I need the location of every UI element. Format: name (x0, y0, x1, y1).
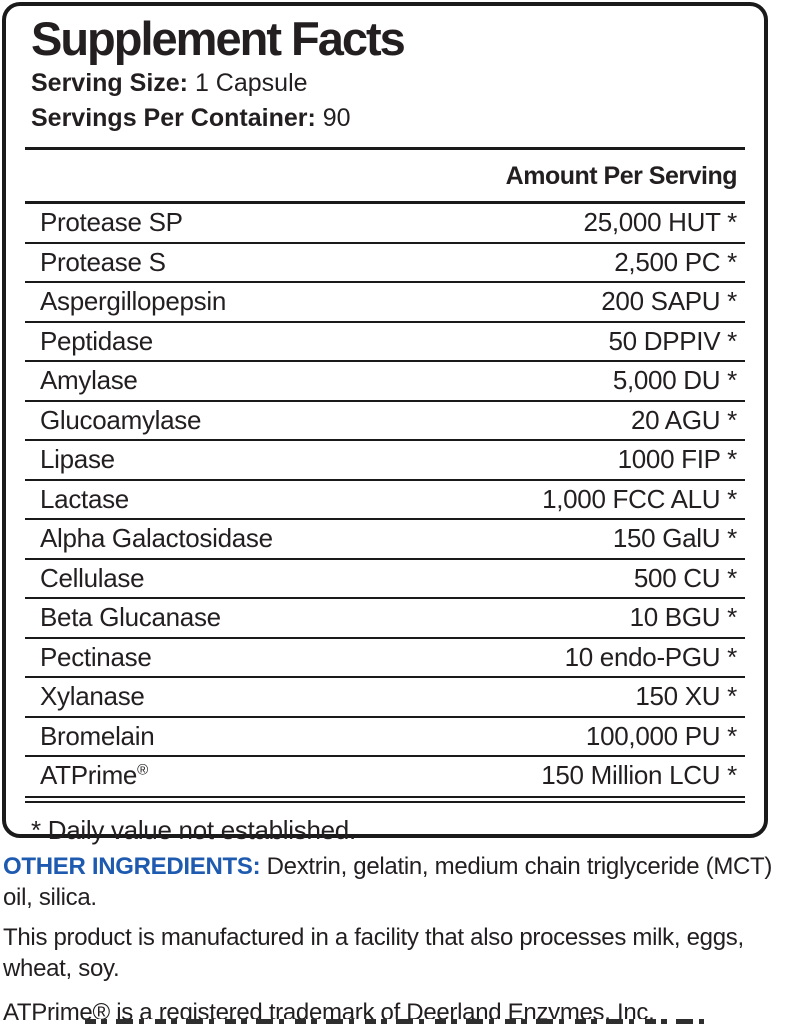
serving-size-label: Serving Size: (31, 69, 188, 97)
ingredient-amount: 50 DPPIV * (608, 325, 737, 356)
ingredient-amount: 10 BGU * (629, 602, 738, 632)
allergen-statement: This product is manufactured in a facili… (3, 924, 744, 982)
label-footer-text: OTHER INGREDIENTS: Dextrin, gelatin, med… (3, 851, 787, 1024)
table-row: Beta Glucanase 10 BGU * (25, 599, 745, 639)
table-row: Lactase 1,000 FCC ALU * (25, 481, 745, 520)
table-row: Pectinase 10 endo-PGU * (25, 639, 745, 678)
servings-per-container-label: Servings Per Container: (31, 104, 316, 132)
ingredient-name: Bromelain (40, 720, 155, 751)
ingredient-amount: 2,500 PC * (614, 246, 737, 277)
table-row: Bromelain 100,000 PU * (25, 718, 745, 757)
ingredient-amount: 1000 FIP * (617, 444, 738, 474)
table-row: Protease S 2,500 PC * (25, 244, 745, 283)
table-row: Alpha Galactosidase 150 GalU * (25, 520, 745, 560)
supplement-facts-panel: Supplement Facts Serving Size: 1 Capsule… (2, 2, 768, 845)
ingredient-amount: 5,000 DU * (612, 365, 737, 395)
ingredient-amount: 10 endo-PGU * (564, 641, 738, 672)
table-row: Xylanase 150 XU * (25, 678, 745, 718)
ingredient-name: Beta Glucanase (40, 602, 221, 632)
table-row: Glucoamylase 20 AGU * (25, 402, 745, 441)
ingredient-name: ATPrime® (40, 760, 148, 790)
ingredient-amount: 25,000 HUT * (583, 207, 738, 237)
other-ingredients-label: OTHER INGREDIENTS: (3, 853, 261, 880)
ingredient-name: Pectinase (40, 641, 152, 672)
ingredient-amount: 150 Million LCU * (541, 760, 737, 790)
table-row: Amylase 5,000 DU * (25, 362, 745, 402)
other-ingredients-paragraph: OTHER INGREDIENTS: Dextrin, gelatin, med… (3, 851, 787, 913)
ingredient-name: Lactase (40, 483, 129, 514)
amount-per-serving-header: Amount Per Serving (505, 162, 738, 190)
table-row: Protease SP 25,000 HUT * (25, 204, 745, 244)
panel-title: Supplement Facts (31, 12, 406, 65)
daily-value-footnote: * Daily value not established. (31, 814, 356, 845)
ingredient-name: Glucoamylase (40, 404, 202, 435)
ingredient-amount: 150 XU * (635, 681, 737, 711)
ingredient-name: Cellulase (40, 562, 145, 593)
double-divider (25, 795, 745, 803)
ingredient-amount: 1,000 FCC ALU * (542, 483, 737, 514)
ingredient-name: Aspergillopepsin (40, 286, 226, 316)
ingredient-amount: 20 AGU * (631, 404, 737, 435)
table-row: Lipase 1000 FIP * (25, 441, 745, 481)
servings-per-container-line: Servings Per Container: 90 (31, 101, 745, 136)
ingredient-name: Protease S (40, 246, 166, 277)
table-row: ATPrime® 150 Million LCU * (25, 757, 745, 795)
serving-size-value: 1 Capsule (194, 69, 308, 97)
cutoff-text-remnant (85, 1019, 707, 1024)
ingredient-amount: 150 GalU * (612, 523, 737, 553)
divider (25, 147, 745, 150)
divider (25, 201, 745, 204)
ingredient-amount: 100,000 PU * (585, 720, 737, 751)
ingredient-name: Peptidase (40, 325, 153, 356)
ingredient-amount: 200 SAPU * (601, 286, 737, 316)
ingredient-amount: 500 CU * (633, 562, 737, 593)
ingredient-name: Xylanase (40, 681, 145, 711)
other-ingredients-text: Dextrin, gelatin, medium chain triglycer… (3, 853, 773, 911)
ingredient-name: Amylase (40, 365, 138, 395)
ingredient-name: Protease SP (40, 207, 183, 237)
ingredient-name: Alpha Galactosidase (40, 523, 273, 553)
serving-size-line: Serving Size: 1 Capsule (31, 66, 745, 101)
table-row: Cellulase 500 CU * (25, 560, 745, 599)
servings-per-container-value: 90 (322, 104, 351, 132)
table-row: Peptidase 50 DPPIV * (25, 323, 745, 362)
table-row: Aspergillopepsin 200 SAPU * (25, 283, 745, 323)
ingredient-name: Lipase (40, 444, 115, 474)
ingredient-rows: Protease SP 25,000 HUT * Protease S 2,50… (25, 204, 745, 795)
